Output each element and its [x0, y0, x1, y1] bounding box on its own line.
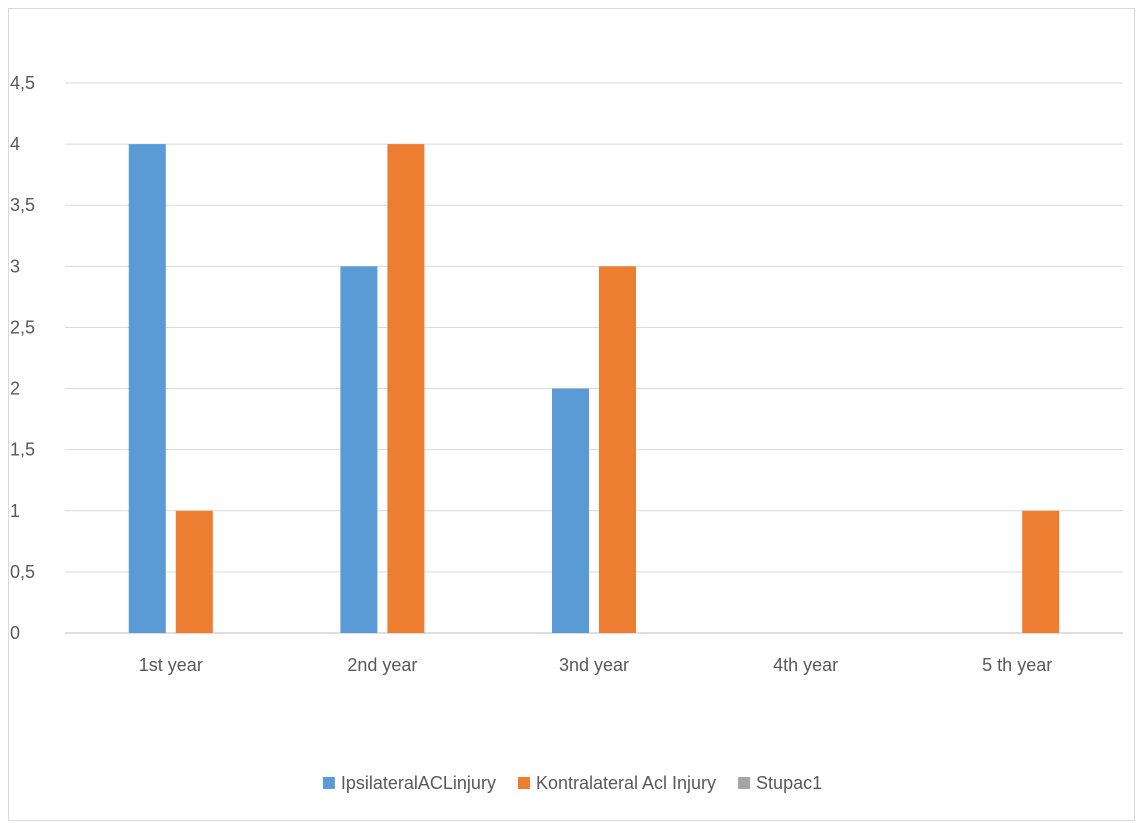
y-tick-label: 3,5: [10, 195, 35, 215]
y-tick-label: 4,5: [10, 73, 35, 93]
bars: [128, 144, 1060, 633]
y-tick-label: 0,5: [10, 562, 35, 582]
bar-kontralateral: [599, 266, 636, 633]
y-tick-label: 3: [10, 256, 20, 276]
legend-label: IpsilateralACLinjury: [341, 773, 496, 793]
gridlines: [65, 82, 1123, 634]
y-tick-label: 4: [10, 134, 20, 154]
bar-ipsilateral: [340, 266, 378, 633]
x-tick-label: 5 th year: [982, 655, 1052, 675]
x-tick-label: 1st year: [139, 655, 203, 675]
bar-kontralateral: [175, 510, 213, 633]
y-tick-label: 0: [10, 623, 20, 643]
x-tick-label: 3nd year: [559, 655, 629, 675]
bar-ipsilateral: [128, 144, 166, 633]
legend-swatch: [517, 777, 530, 789]
legend-swatch: [322, 777, 335, 789]
y-tick-label: 1,5: [10, 440, 35, 460]
bar-kontralateral: [1022, 510, 1060, 633]
y-axis-tick-labels: 0 0,5 1 1,5 2 2,5 3 3,5 4 4,5: [10, 73, 35, 643]
x-tick-label: 2nd year: [347, 655, 417, 675]
y-tick-label: 2: [10, 379, 20, 399]
bar-ipsilateral: [552, 388, 589, 633]
x-axis-tick-labels: 1st year 2nd year 3nd year 4th year 5 th yea…: [139, 655, 1052, 675]
y-tick-label: 1: [10, 501, 20, 521]
legend: IpsilateralACLinjury Kontralateral Acl In…: [322, 773, 822, 793]
legend-swatch: [738, 777, 751, 789]
legend-label: Kontralateral Acl Injury: [536, 773, 716, 793]
x-tick-label: 4th year: [773, 655, 838, 675]
bar-kontralateral: [387, 144, 425, 633]
y-tick-label: 2,5: [10, 317, 35, 337]
legend-label: Stupac1: [756, 773, 822, 793]
